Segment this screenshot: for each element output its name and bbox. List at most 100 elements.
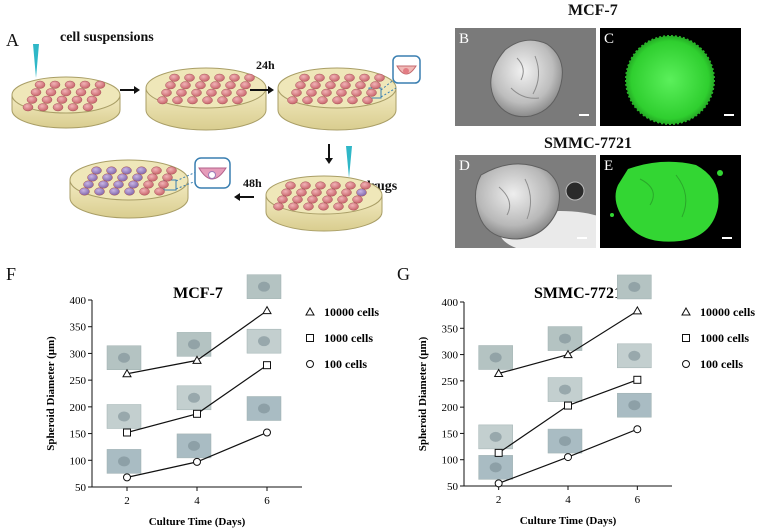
data-point [564, 401, 572, 410]
spheroid [214, 73, 225, 82]
y-tick-label: 200 [442, 402, 459, 414]
spheroid [49, 80, 61, 89]
spheroid [195, 81, 206, 90]
spheroid [172, 96, 183, 105]
step-24h-label: 24h [256, 58, 275, 72]
data-point [123, 428, 131, 437]
spheroid [180, 81, 191, 90]
spheroid [307, 195, 318, 204]
spheroid [341, 188, 352, 197]
spheroid [291, 88, 302, 97]
spheroid [315, 181, 326, 190]
spheroid-grid-2 [157, 73, 255, 105]
panel-a-label: A [6, 30, 19, 50]
spheroid [26, 95, 38, 104]
spheroid [157, 96, 168, 105]
spheroid [166, 166, 177, 175]
spheroid [295, 81, 306, 90]
y-tick-label: 400 [70, 295, 87, 307]
spheroid [356, 188, 367, 197]
panel-g-label: G [397, 264, 410, 284]
spheroid [325, 81, 336, 90]
pipette-icon [346, 146, 352, 178]
spheroid-thumbnail [478, 424, 513, 450]
cell-suspensions-label: cell suspensions [60, 30, 154, 45]
spheroid [337, 195, 348, 204]
spheroid [366, 88, 377, 97]
y-tick-label: 150 [70, 429, 87, 441]
data-point [563, 349, 573, 359]
spheroid [236, 88, 247, 97]
legend-entry: 10000 cells [305, 305, 379, 319]
spheroid [340, 81, 351, 90]
chart-smmc7721: SMMC-7721 Spheroid Diameter (μm) Culture… [418, 274, 755, 527]
y-tick-label: 50 [447, 481, 459, 493]
panel-d-sem-image: D [455, 155, 596, 248]
spheroid-thumbnail [176, 385, 212, 411]
spheroid [52, 103, 64, 112]
spheroid-thumbnail [246, 396, 282, 421]
spheroid [292, 195, 303, 204]
spheroid [86, 95, 98, 104]
spheroid [199, 73, 210, 82]
spheroid-thumbnail [246, 274, 282, 299]
legend-entry: 1000 cells [306, 331, 373, 345]
y-tick-label: 200 [70, 402, 87, 414]
x-tick-label: 4 [565, 494, 571, 506]
spheroid [326, 188, 337, 197]
spheroid-thumbnail [478, 455, 513, 480]
x-tick-label: 2 [124, 495, 130, 507]
arrow-left-icon [234, 193, 254, 201]
spheroid [187, 96, 198, 105]
data-point [263, 428, 271, 437]
spheroid-thumbnail [106, 345, 142, 370]
y-tick-label: 100 [442, 455, 459, 467]
spheroid [229, 73, 240, 82]
step-48h-label: 48h [243, 176, 262, 190]
spheroid [303, 202, 314, 211]
spheroid [71, 95, 83, 104]
spheroid [296, 188, 307, 197]
spheroid [217, 96, 228, 105]
spheroid [162, 173, 173, 182]
spheroid [41, 95, 53, 104]
spheroid-thumbnail [478, 345, 513, 370]
spheroid [306, 88, 317, 97]
spheroid [94, 80, 106, 89]
spheroid [75, 88, 87, 97]
spheroid [210, 81, 221, 90]
spheroid-grid-1 [22, 80, 106, 112]
spheroid [202, 96, 213, 105]
data-point [263, 361, 271, 370]
y-tick-label: 300 [70, 348, 87, 360]
spheroid [169, 73, 180, 82]
data-point [633, 375, 642, 384]
spheroid [351, 88, 362, 97]
spheroid-thumbnail [617, 343, 652, 369]
spheroid [302, 96, 313, 105]
spheroid-grid-3 [287, 73, 385, 105]
spheroid [332, 96, 343, 105]
panel-e-fluorescence-image: E [600, 155, 741, 248]
panel-c-fluorescence-image: C [600, 28, 741, 126]
scale-bar [724, 114, 734, 116]
spheroid-grid-5 [79, 166, 177, 196]
data-point [122, 368, 132, 378]
panel-c-label: C [604, 31, 615, 47]
arrow-right-icon [120, 86, 140, 94]
workflow-schematic [11, 44, 421, 232]
spheroid [285, 181, 296, 190]
spheroid [345, 181, 356, 190]
spheroid [90, 88, 102, 97]
spheroid [370, 81, 381, 90]
x-axis-label: Culture Time (Days) [520, 515, 617, 527]
spheroid [322, 195, 333, 204]
legend-label: 1000 cells [700, 331, 749, 345]
y-axis-label: Spheroid Diameter (μm) [418, 336, 429, 451]
y-tick-label: 250 [70, 375, 87, 387]
spheroid [147, 173, 158, 182]
spheroid [79, 80, 91, 89]
spheroid [113, 180, 124, 189]
legend-entry: 10000 cells [681, 305, 755, 319]
spheroid [330, 181, 341, 190]
